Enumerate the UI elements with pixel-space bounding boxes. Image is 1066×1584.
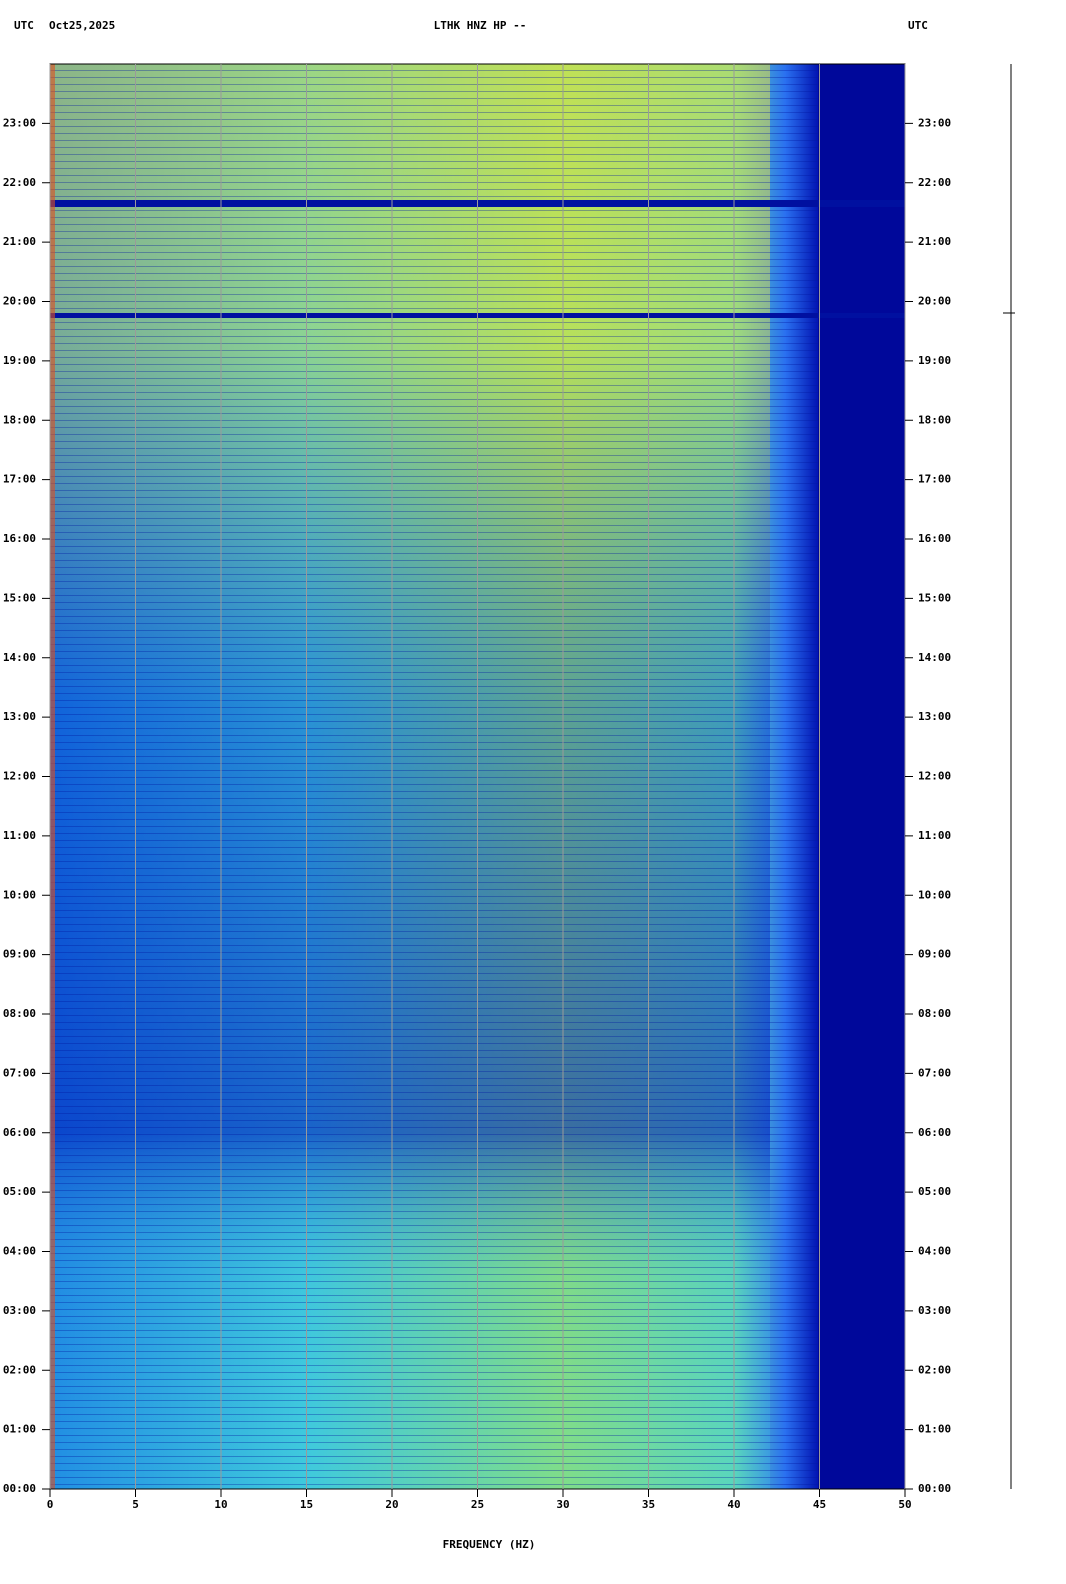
y-tick-label: 04:00	[918, 1245, 951, 1258]
x-tick-label: 0	[47, 1498, 54, 1511]
y-tick-label: 01:00	[3, 1423, 36, 1436]
y-tick-label: 03:00	[918, 1304, 951, 1317]
x-tick-label: 15	[300, 1498, 313, 1511]
y-tick-label: 05:00	[3, 1185, 36, 1198]
x-tick-label: 50	[898, 1498, 911, 1511]
y-tick-label: 15:00	[918, 591, 951, 604]
y-tick-label: 20:00	[918, 295, 951, 308]
y-tick-label: 18:00	[918, 413, 951, 426]
y-tick-label: 10:00	[918, 888, 951, 901]
header-right: UTC	[908, 19, 928, 32]
y-tick-label: 03:00	[3, 1304, 36, 1317]
y-tick-label: 07:00	[3, 1066, 36, 1079]
y-tick-label: 11:00	[3, 829, 36, 842]
y-tick-label: 14:00	[918, 651, 951, 664]
y-tick-label: 13:00	[918, 710, 951, 723]
x-tick-label: 5	[132, 1498, 139, 1511]
y-tick-label: 09:00	[3, 948, 36, 961]
y-tick-label: 22:00	[3, 176, 36, 189]
y-tick-label: 22:00	[918, 176, 951, 189]
x-tick-label: 20	[385, 1498, 398, 1511]
y-tick-label: 01:00	[918, 1423, 951, 1436]
date: Oct25,2025	[49, 19, 115, 32]
y-tick-label: 04:00	[3, 1245, 36, 1258]
x-tick-label: 35	[642, 1498, 655, 1511]
y-tick-label: 00:00	[918, 1482, 951, 1495]
y-tick-label: 16:00	[3, 532, 36, 545]
y-tick-label: 20:00	[3, 295, 36, 308]
y-tick-label: 10:00	[3, 888, 36, 901]
y-tick-label: 00:00	[3, 1482, 36, 1495]
x-tick-label: 25	[471, 1498, 484, 1511]
y-tick-label: 15:00	[3, 591, 36, 604]
y-tick-label: 13:00	[3, 710, 36, 723]
y-tick-label: 18:00	[3, 413, 36, 426]
y-tick-label: 02:00	[918, 1363, 951, 1376]
y-tick-label: 02:00	[3, 1363, 36, 1376]
y-tick-label: 19:00	[3, 354, 36, 367]
x-axis-label: FREQUENCY (HZ)	[443, 1538, 536, 1551]
y-tick-label: 08:00	[3, 1007, 36, 1020]
y-tick-label: 05:00	[918, 1185, 951, 1198]
y-tick-label: 14:00	[3, 651, 36, 664]
y-tick-label: 21:00	[3, 235, 36, 248]
header-left: UTC	[14, 19, 34, 32]
y-tick-label: 23:00	[918, 116, 951, 129]
y-tick-label: 16:00	[918, 532, 951, 545]
x-tick-label: 10	[214, 1498, 227, 1511]
x-tick-label: 40	[727, 1498, 740, 1511]
x-tick-label: 30	[556, 1498, 569, 1511]
y-tick-label: 21:00	[918, 235, 951, 248]
y-tick-label: 11:00	[918, 829, 951, 842]
chart-title: LTHK HNZ HP --	[434, 19, 527, 32]
y-tick-label: 17:00	[3, 473, 36, 486]
y-tick-label: 12:00	[918, 770, 951, 783]
y-tick-label: 19:00	[918, 354, 951, 367]
y-tick-label: 12:00	[3, 770, 36, 783]
y-tick-label: 08:00	[918, 1007, 951, 1020]
y-tick-label: 17:00	[918, 473, 951, 486]
y-tick-label: 09:00	[918, 948, 951, 961]
y-tick-label: 07:00	[918, 1066, 951, 1079]
y-tick-label: 06:00	[3, 1126, 36, 1139]
x-tick-label: 45	[813, 1498, 826, 1511]
y-tick-label: 06:00	[918, 1126, 951, 1139]
y-tick-label: 23:00	[3, 116, 36, 129]
